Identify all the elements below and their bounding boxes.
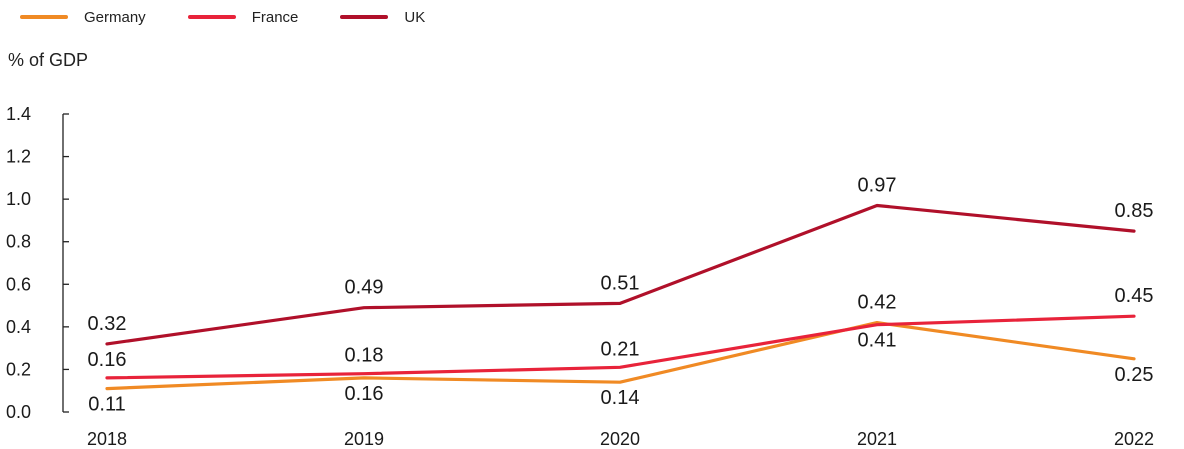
y-tick-label: 0.2 xyxy=(6,359,31,379)
legend-swatch-uk xyxy=(340,15,389,19)
data-label-germany: 0.11 xyxy=(88,394,125,416)
x-tick-label: 2020 xyxy=(600,429,640,449)
y-tick-label: 1.4 xyxy=(6,104,31,124)
x-tick-label: 2018 xyxy=(87,429,127,449)
y-tick-label: 0.0 xyxy=(6,402,31,422)
data-label-france: 0.21 xyxy=(601,338,640,360)
series-line-germany xyxy=(105,321,1136,391)
y-tick-label: 0.8 xyxy=(6,232,31,252)
chart-legend: Germany France UK xyxy=(20,6,467,28)
legend-item-germany: Germany xyxy=(20,9,146,26)
legend-swatch-germany xyxy=(20,15,68,19)
data-label-uk: 0.51 xyxy=(601,272,640,294)
data-label-germany: 0.42 xyxy=(858,292,897,314)
x-tick-label: 2019 xyxy=(344,429,384,449)
legend-label-uk: UK xyxy=(404,8,426,26)
x-tick-label: 2021 xyxy=(857,429,897,449)
series-line-uk xyxy=(105,203,1136,346)
data-label-germany: 0.25 xyxy=(1115,364,1154,386)
y-tick-label: 1.0 xyxy=(6,189,31,209)
data-label-france: 0.18 xyxy=(345,345,384,367)
data-label-france: 0.16 xyxy=(88,349,127,371)
y-axis-unit-label: % of GDP xyxy=(8,50,89,70)
legend-item-france: France xyxy=(187,8,299,26)
legend-item-uk: UK xyxy=(340,9,425,26)
data-label-uk: 0.85 xyxy=(1115,200,1154,222)
data-label-uk: 0.32 xyxy=(88,313,127,335)
y-tick-label: 0.6 xyxy=(6,274,31,294)
data-label-uk: 0.49 xyxy=(345,277,384,299)
data-label-france: 0.45 xyxy=(1115,285,1154,307)
data-label-france: 0.41 xyxy=(858,330,897,352)
data-label-germany: 0.16 xyxy=(345,383,384,405)
legend-swatch-france xyxy=(187,15,236,19)
x-tick-label: 2022 xyxy=(1114,429,1154,449)
data-label-germany: 0.14 xyxy=(601,387,640,409)
series-line-france xyxy=(105,314,1136,380)
data-label-uk: 0.97 xyxy=(858,175,897,197)
y-tick-label: 0.4 xyxy=(6,317,31,337)
legend-label-germany: Germany xyxy=(84,8,146,26)
legend-label-france: France xyxy=(251,8,299,26)
y-tick-label: 1.2 xyxy=(6,147,31,167)
